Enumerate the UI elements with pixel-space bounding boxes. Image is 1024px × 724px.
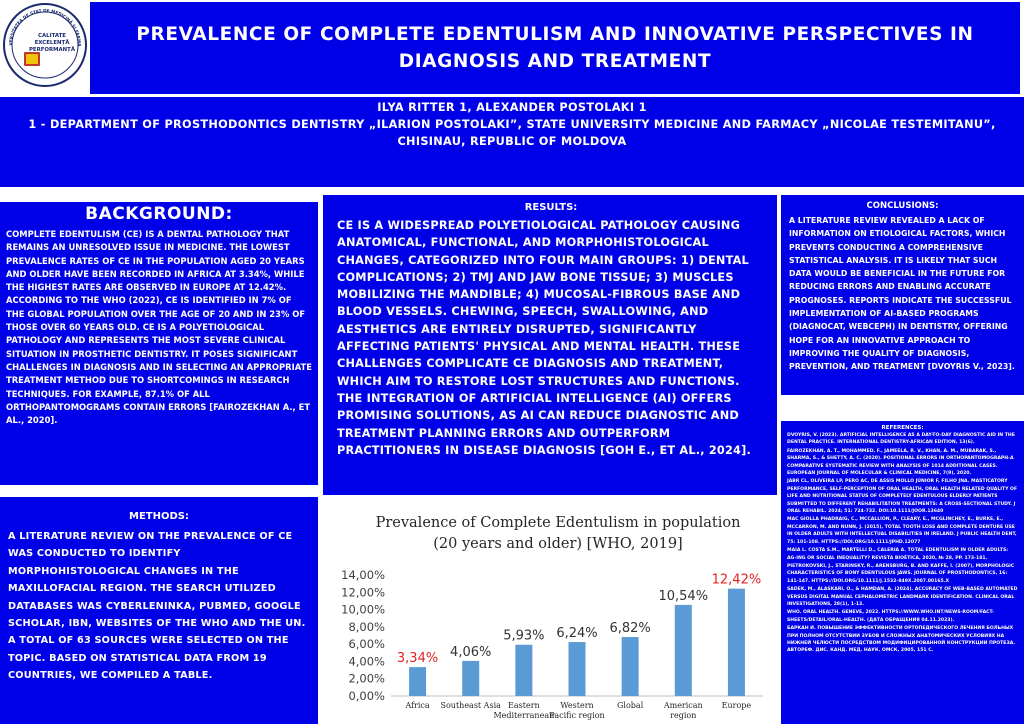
motto-line-2: EXCELENȚĂ — [35, 39, 71, 46]
x-tick-label: American — [663, 701, 703, 710]
bar — [568, 642, 586, 696]
y-tick-label: 12,00% — [341, 585, 385, 599]
y-tick-label: 8,00% — [348, 620, 385, 634]
y-tick-label: 2,00% — [348, 672, 385, 686]
data-label: 5,93% — [503, 629, 544, 644]
author-affiliation: 1 - DEPARTMENT OF PROSTHODONTICS DENTIST… — [28, 118, 996, 148]
results-section: RESULTS: CE IS A WIDESPREAD POLYETIOLOGI… — [323, 195, 777, 495]
x-tick-label: Europe — [722, 701, 752, 710]
results-heading: RESULTS: — [524, 202, 578, 213]
x-tick-label: Southeast Asia — [441, 701, 502, 710]
authors-band: ILYA RITTER 1, ALEXANDER POSTOLAKI 1 1 -… — [0, 97, 1024, 187]
author-names: ILYA RITTER 1, ALEXANDER POSTOLAKI 1 — [377, 101, 647, 114]
x-tick-label: Mediterranean — [493, 711, 554, 720]
background-text: COMPLETE EDENTULISM (CE) IS A DENTAL PAT… — [6, 229, 312, 426]
references-list: DVOYRIS, V. (2023). ARTIFICIAL INTELLIGE… — [787, 432, 1018, 655]
y-tick-label: 10,00% — [341, 603, 385, 617]
reference-item: WHO. ORAL HEALTH. GENEVE, 2022. HTTPS://… — [787, 610, 994, 623]
conclusions-text: A LITERATURE REVIEW REVEALED A LACK OF I… — [789, 216, 1015, 372]
bar — [727, 588, 745, 696]
background-heading: BACKGROUND: — [85, 204, 233, 224]
x-tick-label: region — [670, 711, 696, 720]
reference-item: MAIA L. COSTA S.M., MARTELLI D., CALERIA… — [787, 548, 1009, 561]
data-label: 6,82% — [609, 621, 650, 636]
conclusions-section: CONCLUSIONS: A LITERATURE REVIEW REVEALE… — [781, 195, 1024, 395]
reference-item: SADEK, M., ALASKARI, O., & HAMDAN, A. (2… — [787, 587, 1018, 607]
y-tick-label: 6,00% — [348, 637, 385, 651]
bar — [462, 660, 480, 696]
bar — [674, 604, 692, 696]
y-tick-label: 0,00% — [348, 689, 385, 703]
references-heading: REFERENCES: — [881, 425, 924, 431]
chart-title-line: Prevalence of Complete Edentulism in pop… — [376, 515, 741, 531]
chart-title-line: (20 years and older) [WHO, 2019] — [433, 536, 682, 552]
x-tick-label: Africa — [404, 701, 429, 710]
x-tick-label: Global — [617, 701, 644, 710]
methods-section: METHODS: A LITERATURE REVIEW ON THE PREV… — [0, 497, 318, 724]
x-tick-label: Eastern — [508, 701, 540, 710]
bar — [409, 667, 427, 696]
y-tick-label: 4,00% — [348, 654, 385, 668]
data-label: 6,24% — [556, 626, 597, 641]
data-label: 12,42% — [712, 573, 762, 588]
data-label: 10,54% — [658, 589, 708, 604]
data-label: 4,06% — [450, 645, 491, 660]
bar — [621, 637, 639, 696]
y-tick-label: 14,00% — [341, 568, 385, 582]
prevalence-chart: Prevalence of Complete Edentulism in pop… — [323, 503, 777, 724]
motto-line-3: PERFORMANȚĂ — [29, 46, 76, 53]
university-seal-icon: UNIVERSITATEA DE STAT DE MEDICINĂ ȘI FAR… — [0, 0, 87, 87]
reference-item: FAIROZEKHAN, A. T., MOHAMMED, F., JAMEEL… — [787, 448, 1014, 477]
reference-item: БАРКАН И. ПОВЫШЕНИЕ ЭФФЕКТИВНОСТИ ОРТОПЕ… — [787, 626, 1016, 654]
methods-text: A LITERATURE REVIEW ON THE PREVALENCE OF… — [8, 531, 306, 682]
bar — [515, 644, 533, 696]
reference-item: MAC GIOLLA PHADRAIG, C., MCCALLION, P., … — [787, 517, 1017, 545]
reference-item: DVOYRIS, V. (2023). ARTIFICIAL INTELLIGE… — [787, 433, 1015, 446]
x-tick-label: Pacific region — [549, 711, 604, 720]
title-banner: PREVALENCE OF COMPLETE EDENTULISM AND IN… — [90, 2, 1020, 94]
reference-item: JABR CL, OLIVEIRA LP, PERO AC, DE ASSIS … — [787, 479, 1018, 515]
motto-line-1: CALITATE — [38, 33, 66, 39]
university-logo: UNIVERSITATEA DE STAT DE MEDICINĂ ȘI FAR… — [0, 0, 88, 88]
background-section: BACKGROUND: COMPLETE EDENTULISM (CE) IS … — [0, 202, 318, 485]
chart-canvas: Prevalence of Complete Edentulism in pop… — [341, 515, 763, 720]
references-section: REFERENCES: DVOYRIS, V. (2023). ARTIFICI… — [781, 421, 1024, 724]
data-label: 3,34% — [397, 651, 438, 666]
reference-item: PIETROKOVSKI, J., STARINSKY, R., ARENSBU… — [787, 563, 1015, 584]
poster-title: PREVALENCE OF COMPLETE EDENTULISM AND IN… — [136, 24, 974, 72]
results-text: CE IS A WIDESPREAD POLYETIOLOGICAL PATHO… — [337, 219, 751, 457]
x-tick-label: Western — [560, 701, 593, 710]
conclusions-heading: CONCLUSIONS: — [866, 201, 939, 211]
methods-heading: METHODS: — [129, 511, 189, 522]
